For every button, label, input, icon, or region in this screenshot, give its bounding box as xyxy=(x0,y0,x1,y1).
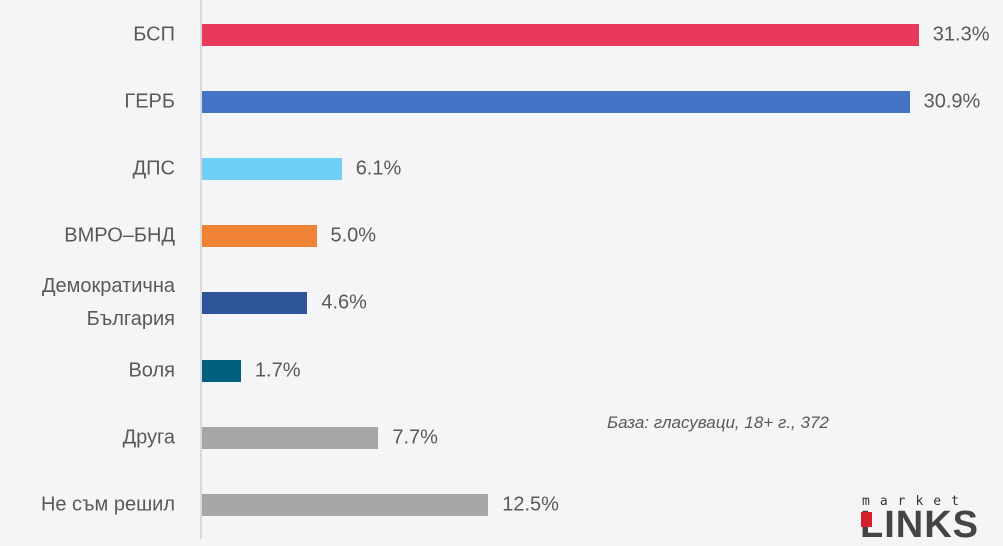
bar xyxy=(202,426,379,449)
bar xyxy=(202,225,317,248)
value-label: 5.0% xyxy=(330,224,377,247)
value-label: 12.5% xyxy=(502,493,559,516)
axis-line xyxy=(200,0,202,539)
value-label: 7.7% xyxy=(392,426,438,449)
bar xyxy=(202,91,910,114)
bar xyxy=(202,493,489,516)
category-label: БСП xyxy=(133,23,175,46)
logo-square xyxy=(861,512,872,527)
category-label: Друга xyxy=(122,426,175,449)
category-label: ВМРО–БНД xyxy=(64,224,175,247)
category-label: Воля xyxy=(128,359,175,381)
annotation: База: гласуваци, 18+ г., 372 xyxy=(607,413,829,432)
value-label: 1.7% xyxy=(254,359,301,381)
category-label: ДПС xyxy=(132,157,175,180)
category-label: Не съм решил xyxy=(40,493,175,516)
bar xyxy=(202,24,919,46)
bar xyxy=(202,359,241,382)
category-label: Демократична България xyxy=(41,275,175,331)
value-label: 30.9% xyxy=(923,90,981,113)
bar xyxy=(202,158,342,181)
value-label: 6.1% xyxy=(355,157,402,180)
logo-main: LINKS xyxy=(860,504,979,546)
category-label: ГЕРБ xyxy=(124,90,175,113)
value-label: 31.3% xyxy=(932,23,990,46)
logo-top: market xyxy=(862,494,969,509)
value-label: 4.6% xyxy=(321,291,367,314)
bar xyxy=(202,292,308,315)
